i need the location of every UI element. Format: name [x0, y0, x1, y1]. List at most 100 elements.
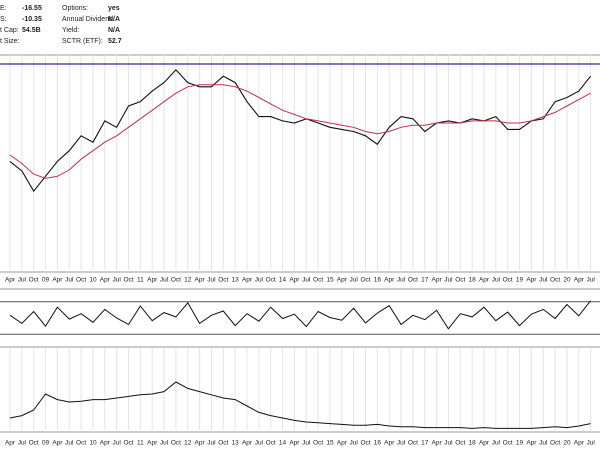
x-tick-label: Oct	[455, 440, 465, 447]
data-line	[9, 300, 591, 330]
x-tick-label: Apr	[337, 277, 348, 284]
x-tick-label: Jul	[397, 277, 406, 284]
x-tick-label: Jul	[255, 440, 264, 447]
x-tick-label: Jul	[302, 277, 311, 284]
x-tick-label: Jul	[112, 440, 121, 447]
x-tick-label: Apr	[242, 440, 253, 447]
x-tick-label: Apr	[432, 277, 443, 284]
x-tick-label: Apr	[242, 277, 253, 284]
x-tick-label: 14	[279, 277, 287, 284]
data-line	[9, 381, 591, 429]
x-tick-label: Oct	[266, 277, 276, 284]
x-tick-label: Jul	[586, 440, 595, 447]
x-tick-label: Oct	[266, 440, 276, 447]
x-tick-label: Oct	[455, 277, 465, 284]
x-tick-label: 13	[232, 440, 240, 447]
x-tick-label: Apr	[52, 440, 63, 447]
x-tick-label: Oct	[360, 277, 370, 284]
x-tick-label: Apr	[432, 440, 443, 447]
x-tick-label: 09	[42, 277, 50, 284]
x-tick-label: Apr	[52, 277, 63, 284]
header-value: 54.5B	[22, 27, 41, 34]
x-tick-label: Apr	[147, 440, 158, 447]
x-tick-label: Jul	[302, 440, 311, 447]
x-tick-label: Apr	[526, 277, 537, 284]
x-tick-label: 12	[184, 277, 192, 284]
x-tick-label: 16	[374, 440, 382, 447]
x-tick-label: Apr	[5, 440, 16, 447]
x-tick-label: 12	[184, 440, 192, 447]
x-tick-label: Jul	[18, 277, 27, 284]
x-tick-label: Jul	[112, 277, 121, 284]
x-tick-label: Apr	[147, 277, 158, 284]
x-tick-label: 16	[374, 277, 382, 284]
header-value: N/A	[108, 27, 120, 34]
x-tick-label: Oct	[408, 440, 418, 447]
x-tick-label: Oct	[76, 277, 86, 284]
x-tick-label: Oct	[218, 440, 228, 447]
data-line	[9, 68, 592, 193]
header-label: Yield:	[62, 27, 79, 34]
x-tick-label: Oct	[218, 277, 228, 284]
x-tick-label: Apr	[195, 277, 206, 284]
x-tick-label: Apr	[337, 440, 348, 447]
x-tick-label: Oct	[29, 440, 39, 447]
x-tick-label: Oct	[123, 277, 133, 284]
x-tick-label: Apr	[384, 440, 395, 447]
x-tick-label: Apr	[100, 277, 111, 284]
x-tick-label: 20	[563, 277, 571, 284]
x-tick-label: Jul	[207, 277, 216, 284]
x-tick-label: Jul	[65, 440, 74, 447]
x-tick-label: 15	[326, 440, 334, 447]
x-tick-label: Apr	[574, 440, 585, 447]
x-tick-label: Jul	[349, 440, 358, 447]
x-tick-label: 14	[279, 440, 287, 447]
x-tick-label: Oct	[76, 440, 86, 447]
x-tick-label: Apr	[289, 277, 300, 284]
header-label: Options:	[62, 5, 88, 12]
x-tick-label: Apr	[195, 440, 206, 447]
x-tick-label: Apr	[526, 440, 537, 447]
header-label: E:	[0, 5, 7, 12]
data-line	[9, 84, 591, 179]
x-tick-label: Jul	[160, 277, 169, 284]
x-tick-label: 19	[516, 277, 524, 284]
x-tick-label: Apr	[289, 440, 300, 447]
x-tick-label: Apr	[384, 277, 395, 284]
x-tick-label: Oct	[171, 440, 181, 447]
x-tick-label: Jul	[207, 440, 216, 447]
x-tick-label: Jul	[539, 440, 548, 447]
x-tick-label: 13	[232, 277, 240, 284]
x-tick-label: 11	[137, 277, 144, 284]
header-label: SCTR (ETF):	[62, 38, 103, 45]
x-tick-label: 11	[137, 440, 144, 447]
x-tick-label: 19	[516, 440, 524, 447]
header-value: yes	[108, 5, 120, 12]
x-tick-label: Apr	[100, 440, 111, 447]
x-tick-label: Oct	[29, 277, 39, 284]
x-tick-label: 10	[89, 440, 97, 447]
header-value: -10.35	[22, 16, 42, 23]
x-tick-label: Jul	[586, 277, 595, 284]
x-tick-label: 10	[89, 277, 97, 284]
x-tick-label: Jul	[255, 277, 264, 284]
header-value: 52.7	[108, 38, 122, 45]
header-label: Annual Dividend:	[62, 16, 115, 23]
x-tick-label: Jul	[492, 440, 501, 447]
header-label: S:	[0, 16, 7, 23]
x-tick-label: Jul	[65, 277, 74, 284]
x-tick-label: Oct	[550, 440, 560, 447]
x-tick-label: Oct	[123, 440, 133, 447]
header-value: -16.55	[22, 5, 42, 12]
x-tick-label: 09	[42, 440, 50, 447]
x-tick-label: Apr	[574, 277, 585, 284]
x-tick-label: Jul	[18, 440, 27, 447]
x-tick-label: Apr	[5, 277, 16, 284]
x-tick-label: Jul	[397, 440, 406, 447]
x-tick-label: Apr	[479, 440, 490, 447]
x-tick-label: Oct	[503, 440, 513, 447]
x-tick-label: Jul	[444, 440, 453, 447]
x-tick-label: Oct	[503, 277, 513, 284]
x-tick-label: 18	[469, 277, 477, 284]
header-value: N/A	[108, 16, 120, 23]
